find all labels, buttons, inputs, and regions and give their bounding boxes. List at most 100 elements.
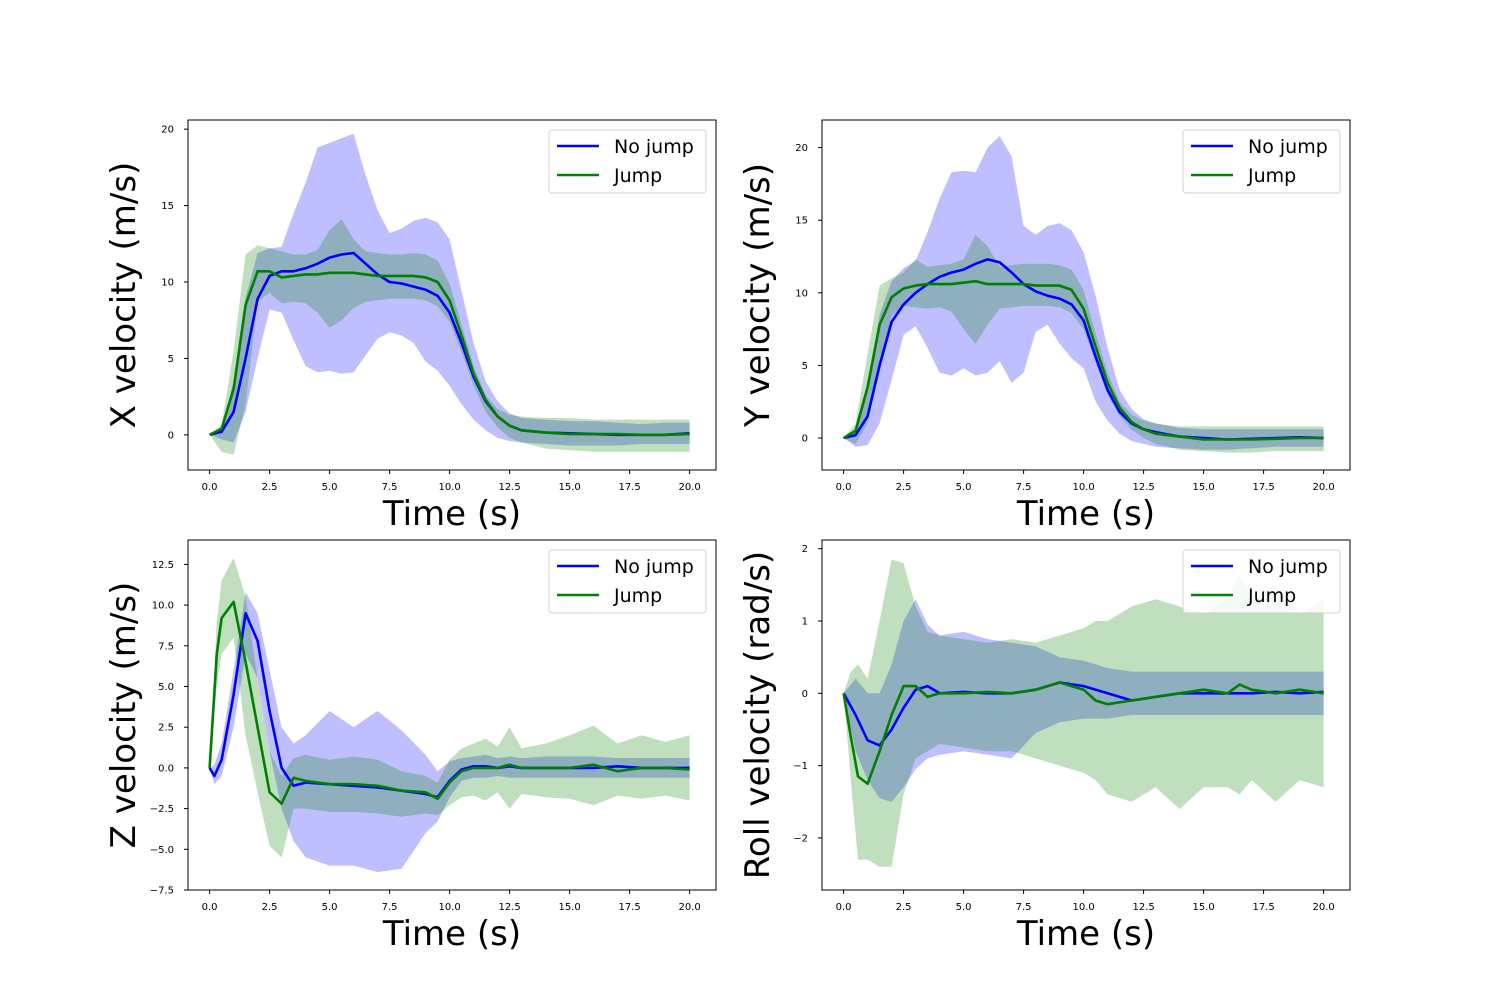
x-tick-label: 2.5: [262, 902, 278, 913]
jump-line: [208, 600, 690, 806]
y-tick-label: −7.5: [150, 886, 174, 897]
x-tick-label: 15.0: [1192, 902, 1214, 913]
axes-frame: [187, 119, 717, 471]
x-tick-label: 5.0: [956, 902, 972, 913]
y-tick-label: −2.5: [150, 804, 174, 815]
x-tick-label: 0.0: [836, 902, 852, 913]
y-tick-label: 5: [168, 354, 174, 365]
no-jump-band: [843, 599, 1324, 802]
y-tick-label: 5.0: [158, 682, 174, 693]
x-tick-label: 17.5: [1252, 482, 1274, 493]
y-tick-label: 2: [802, 544, 808, 555]
axes-frame: [821, 539, 1351, 891]
y-axis-title: Roll velocity (rad/s): [738, 551, 778, 879]
x-tick-label: 5.0: [956, 482, 972, 493]
y-tick-label: −5.0: [150, 845, 174, 856]
x-tick-label: 20.0: [678, 902, 700, 913]
x-tick-label: 10.0: [1072, 482, 1094, 493]
x-tick-label: 20.0: [1312, 482, 1334, 493]
legend-label-jump: Jump: [1247, 585, 1296, 607]
axes-frame: [821, 119, 1351, 471]
x-tick-label: 0.0: [202, 482, 218, 493]
subplot-2: 0.0 2.5 5.0 7.5 10.0 12.5 15.0 17.5 20.0 0 5 10 15 20…: [738, 119, 1351, 534]
jump-line: [209, 269, 690, 437]
jump-band: [843, 234, 1324, 453]
legend-label-no-jump: No jump: [614, 556, 694, 578]
x-tick-label: 5.0: [322, 902, 338, 913]
legend: No jump Jump: [548, 129, 707, 194]
x-tick-label: 17.5: [618, 482, 640, 493]
x-tick-label: 15.0: [558, 482, 580, 493]
jump-band: [209, 557, 690, 858]
subplot-1: 0.0 2.5 5.0 7.5 10.0 12.5 15.0 17.5 20.0 0 5 10 15 20…: [104, 119, 717, 534]
legend-label-jump: Jump: [1247, 165, 1296, 187]
legend: No jump Jump: [1182, 129, 1341, 194]
x-tick-label: 15.0: [1192, 482, 1214, 493]
x-axis-title: Time (s): [1016, 494, 1155, 534]
x-tick-label: 10.0: [438, 482, 460, 493]
legend-label-jump: Jump: [613, 585, 662, 607]
x-tick-label: 20.0: [1312, 902, 1334, 913]
x-tick-label: 7.5: [382, 482, 398, 493]
y-tick-label: 10: [795, 288, 808, 299]
x-axis-title: Time (s): [382, 494, 521, 534]
x-tick-label: 17.5: [618, 902, 640, 913]
subplot-4: 0.0 2.5 5.0 7.5 10.0 12.5 15.0 17.5 20.0 −2 −1 0 1 2 T…: [738, 539, 1351, 954]
y-axis-title: X velocity (m/s): [104, 162, 144, 429]
x-tick-label: 2.5: [896, 482, 912, 493]
y-tick-label: 0: [168, 430, 174, 441]
x-tick-label: 20.0: [678, 482, 700, 493]
y-tick-label: 1: [802, 616, 808, 627]
jump-line: [842, 279, 1324, 441]
x-tick-label: 12.5: [498, 902, 520, 913]
y-tick-label: 2.5: [158, 723, 174, 734]
y-tick-label: 0.0: [158, 763, 174, 774]
y-tick-label: 0: [802, 434, 808, 445]
y-tick-label: 5: [802, 361, 808, 372]
x-tick-label: 12.5: [498, 482, 520, 493]
axes-frame: [187, 539, 717, 891]
y-tick-label: 10: [161, 278, 174, 289]
x-tick-label: 0.0: [202, 902, 218, 913]
no-jump-band: [843, 136, 1324, 450]
y-tick-label: 15: [795, 216, 808, 227]
y-tick-label: 7.5: [158, 641, 174, 652]
y-axis-title: Z velocity (m/s): [104, 582, 144, 849]
y-axis-title: Y velocity (m/s): [738, 163, 778, 428]
legend-label-jump: Jump: [613, 165, 662, 187]
x-tick-label: 5.0: [322, 482, 338, 493]
x-tick-label: 15.0: [558, 902, 580, 913]
subplot-3: 0.0 2.5 5.0 7.5 10.0 12.5 15.0 17.5 20.0 −7.5 −5.0…: [104, 539, 717, 954]
legend-label-no-jump: No jump: [1248, 136, 1328, 158]
x-tick-label: 10.0: [438, 902, 460, 913]
x-axis-title: Time (s): [382, 914, 521, 954]
y-tick-label: −2: [793, 833, 808, 844]
y-tick-label: 0: [802, 689, 808, 700]
x-tick-label: 12.5: [1132, 902, 1154, 913]
legend-label-no-jump: No jump: [614, 136, 694, 158]
x-tick-label: 7.5: [382, 902, 398, 913]
x-tick-label: 7.5: [1016, 482, 1032, 493]
x-tick-label: 17.5: [1252, 902, 1274, 913]
no-jump-band: [209, 592, 690, 873]
jump-band: [209, 219, 690, 455]
legend: No jump Jump: [1182, 549, 1341, 614]
y-tick-label: 15: [161, 201, 174, 212]
x-tick-label: 0.0: [836, 482, 852, 493]
x-axis-title: Time (s): [1016, 914, 1155, 954]
jump-band: [843, 559, 1324, 867]
x-tick-label: 2.5: [896, 902, 912, 913]
x-tick-label: 12.5: [1132, 482, 1154, 493]
y-tick-label: 20: [161, 125, 174, 136]
legend: No jump Jump: [548, 549, 707, 614]
no-jump-band: [209, 133, 690, 446]
y-tick-label: 12.5: [152, 560, 174, 571]
jump-line: [842, 681, 1324, 786]
x-tick-label: 2.5: [262, 482, 278, 493]
y-tick-label: −1: [793, 761, 808, 772]
y-tick-label: 10.0: [152, 601, 174, 612]
x-tick-label: 7.5: [1016, 902, 1032, 913]
x-tick-label: 10.0: [1072, 902, 1094, 913]
